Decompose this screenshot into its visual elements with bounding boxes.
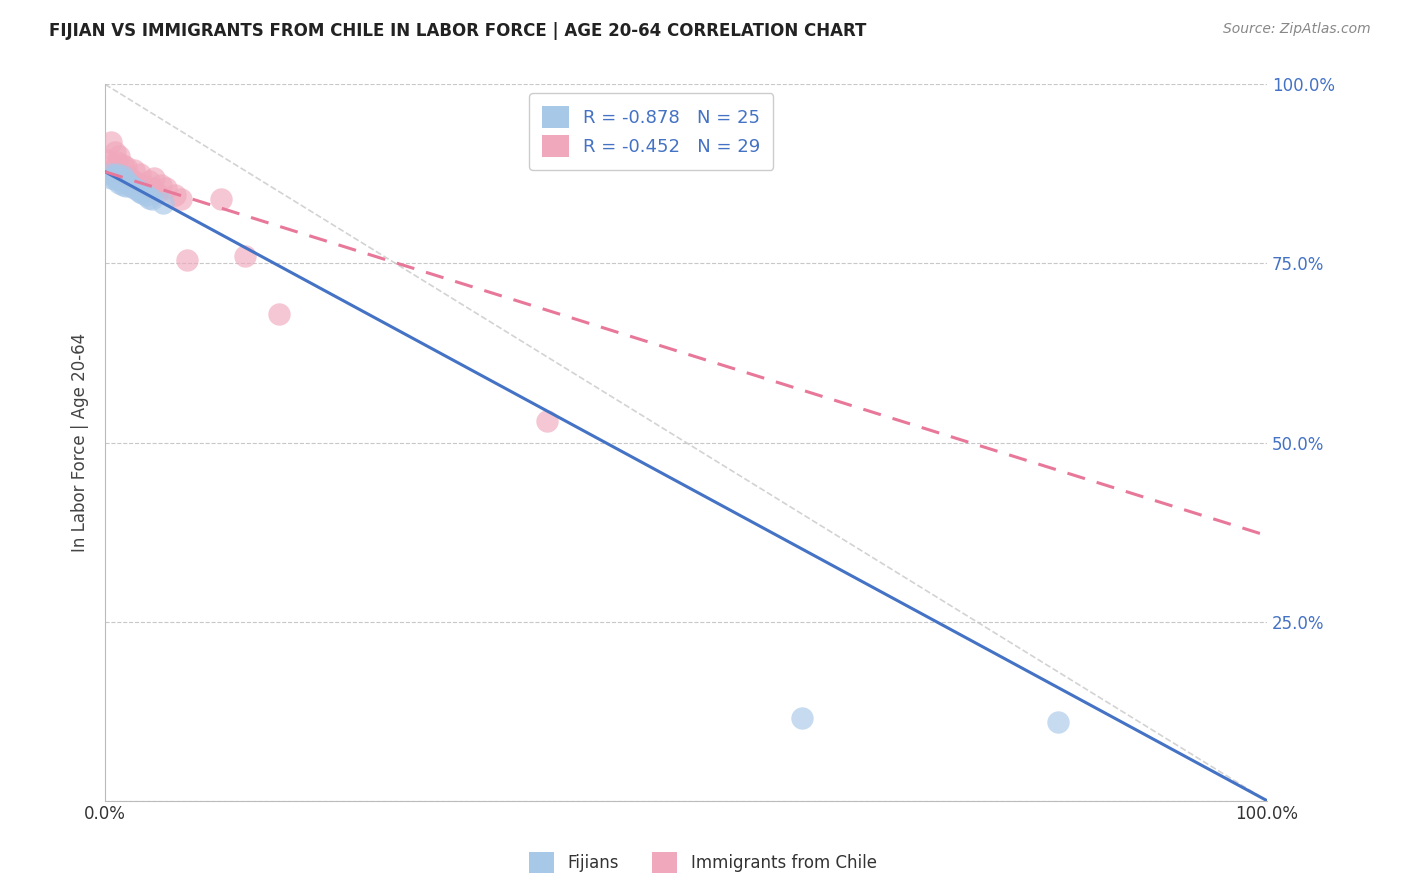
Point	[117, 176, 139, 190]
Point	[122, 181, 145, 195]
Point	[115, 174, 138, 188]
Point	[170, 192, 193, 206]
Point	[233, 249, 256, 263]
Text: Source: ZipAtlas.com: Source: ZipAtlas.com	[1223, 22, 1371, 37]
Point	[155, 181, 177, 195]
Point	[138, 191, 160, 205]
Point	[176, 252, 198, 267]
Point	[111, 158, 134, 172]
Point	[163, 188, 186, 202]
Point	[105, 167, 128, 181]
Point	[108, 176, 131, 190]
Point	[105, 170, 128, 185]
Point	[135, 179, 157, 194]
Point	[120, 179, 142, 194]
Point	[103, 172, 125, 186]
Point	[111, 172, 134, 186]
Point	[117, 169, 139, 183]
Point	[209, 192, 232, 206]
Point	[152, 195, 174, 210]
Point	[100, 170, 122, 185]
Point	[127, 176, 149, 190]
Point	[100, 167, 122, 181]
Point	[103, 145, 125, 160]
Text: FIJIAN VS IMMIGRANTS FROM CHILE IN LABOR FORCE | AGE 20-64 CORRELATION CHART: FIJIAN VS IMMIGRANTS FROM CHILE IN LABOR…	[49, 22, 866, 40]
Point	[129, 185, 152, 199]
Point	[129, 167, 152, 181]
Point	[146, 186, 169, 201]
Point	[108, 172, 131, 186]
Point	[536, 414, 558, 428]
Point	[149, 178, 172, 192]
Point	[792, 711, 814, 725]
Point	[105, 165, 128, 179]
Point	[141, 181, 163, 195]
Point	[269, 307, 291, 321]
Point	[108, 149, 131, 163]
Point	[108, 167, 131, 181]
Point	[127, 183, 149, 197]
Point	[120, 172, 142, 186]
Point	[100, 163, 122, 178]
Point	[111, 169, 134, 183]
Legend: R = -0.878   N = 25, R = -0.452   N = 29: R = -0.878 N = 25, R = -0.452 N = 29	[529, 94, 773, 170]
Point	[1046, 714, 1069, 729]
Y-axis label: In Labor Force | Age 20-64: In Labor Force | Age 20-64	[72, 333, 89, 552]
Point	[135, 188, 157, 202]
Point	[138, 174, 160, 188]
Point	[115, 179, 138, 194]
Point	[115, 160, 138, 174]
Point	[111, 178, 134, 192]
Point	[143, 170, 166, 185]
Point	[122, 163, 145, 178]
Point	[105, 154, 128, 169]
Point	[131, 186, 153, 201]
Point	[103, 169, 125, 183]
Point	[96, 153, 118, 167]
Point	[141, 192, 163, 206]
Legend: Fijians, Immigrants from Chile: Fijians, Immigrants from Chile	[523, 846, 883, 880]
Point	[100, 135, 122, 149]
